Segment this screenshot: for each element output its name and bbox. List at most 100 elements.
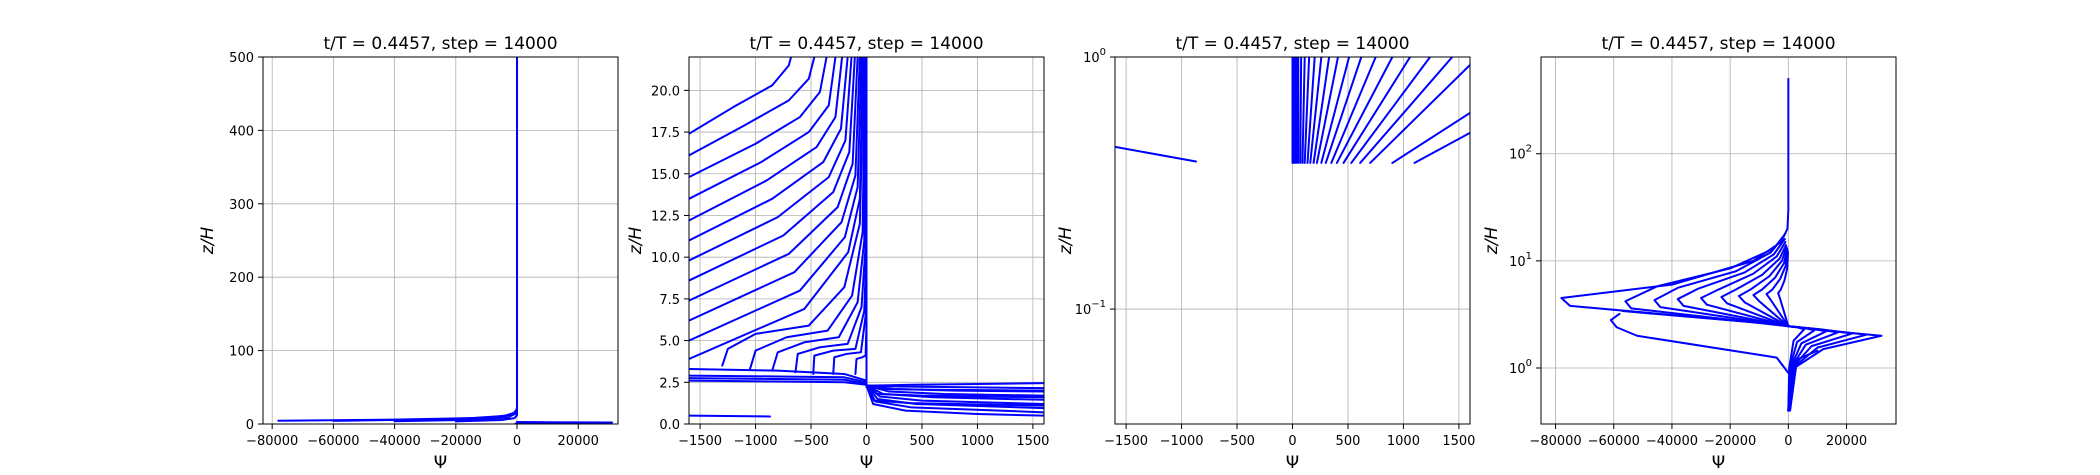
x-tick-label: −60000 xyxy=(1588,434,1640,449)
series-line-12 xyxy=(1621,310,1790,327)
series-line-3 xyxy=(689,57,828,179)
y-tick-label: 2.5 xyxy=(659,376,680,391)
series-line-1 xyxy=(689,57,793,135)
x-tick-label: −20000 xyxy=(430,434,482,449)
y-tick-exponent: 0 xyxy=(1526,358,1532,369)
y-tick-label: 100 xyxy=(229,345,254,360)
axes-frame xyxy=(1540,56,1897,425)
chart-title: t/T = 0.4457, step = 14000 xyxy=(1175,34,1409,54)
series-group xyxy=(1115,57,1470,164)
x-tick-label: −60000 xyxy=(307,434,359,449)
series-line-9 xyxy=(1303,57,1311,164)
series-line-13 xyxy=(1315,57,1339,164)
series-line-10 xyxy=(1306,57,1316,164)
series-line-6 xyxy=(689,57,849,242)
x-tick-label: 0 xyxy=(862,434,870,449)
series-group xyxy=(1560,77,1883,412)
x-tick-label: −1500 xyxy=(1104,434,1148,449)
series-line-4 xyxy=(1676,238,1790,328)
x-tick-label: 20000 xyxy=(1826,434,1867,449)
y-tick-label: 100 xyxy=(1509,358,1532,377)
x-tick-label: −1500 xyxy=(678,434,722,449)
y-tick-label: 10−1 xyxy=(1075,299,1106,318)
series-line-8 xyxy=(689,57,856,282)
series-line-23 xyxy=(1413,131,1470,164)
series-line-7 xyxy=(1299,57,1303,164)
series-line-20 xyxy=(1359,57,1454,164)
series-line-15 xyxy=(1324,57,1363,164)
series-line-23 xyxy=(689,367,868,382)
x-tick-label: −40000 xyxy=(1646,434,1698,449)
x-tick-label: 500 xyxy=(910,434,935,449)
x-tick-label: −40000 xyxy=(368,434,420,449)
series-line-9 xyxy=(1765,249,1790,328)
series-line-7 xyxy=(1737,245,1790,328)
y-tick-label: 200 xyxy=(229,271,254,286)
chart-title: t/T = 0.4457, step = 14000 xyxy=(323,34,557,54)
series-line-5 xyxy=(1700,241,1790,328)
series-line-10 xyxy=(1777,251,1790,328)
x-tick-label: 1500 xyxy=(1016,434,1049,449)
axes-frame xyxy=(262,56,619,425)
y-tick-label: 10.0 xyxy=(651,251,680,266)
series-line-20 xyxy=(1787,349,1819,412)
series-line-12 xyxy=(1312,57,1331,164)
x-axis-label: Ψ xyxy=(860,453,873,473)
series-line-7 xyxy=(516,421,564,424)
y-tick-label: 17.5 xyxy=(651,126,680,141)
series-line-3 xyxy=(1653,235,1790,328)
series-line-2 xyxy=(689,57,816,157)
chart-title: t/T = 0.4457, step = 14000 xyxy=(1601,34,1835,54)
x-axis-label: Ψ xyxy=(434,453,447,473)
x-tick-label: 0 xyxy=(513,434,521,449)
y-tick-label: 0 xyxy=(246,418,254,433)
y-tick-exponent: −1 xyxy=(1091,299,1106,310)
series-line-19 xyxy=(1787,325,1806,412)
series-line-17 xyxy=(1335,57,1394,164)
x-tick-label: 1000 xyxy=(1387,434,1420,449)
series-line-4 xyxy=(689,57,837,200)
series-line-8 xyxy=(1301,57,1306,164)
series-line-19 xyxy=(1350,57,1432,164)
series-line-16 xyxy=(1330,57,1377,164)
x-tick-label: −1000 xyxy=(734,434,778,449)
y-tick-exponent: 1 xyxy=(1526,251,1532,262)
x-tick-label: −20000 xyxy=(1704,434,1756,449)
series-line-24 xyxy=(689,414,771,418)
x-tick-label: −80000 xyxy=(246,434,298,449)
y-tick-label: 12.5 xyxy=(651,209,680,224)
y-tick-label: 7.5 xyxy=(659,293,680,308)
x-tick-label: −1000 xyxy=(1160,434,1204,449)
series-line-8 xyxy=(1752,247,1790,328)
x-tick-label: −80000 xyxy=(1529,434,1581,449)
y-tick-label: 100 xyxy=(1083,47,1106,66)
y-axis-label: z/H xyxy=(1056,227,1076,256)
chart-panel-4: −80000 −60000 −40000 −20000 0 20000100101102t… xyxy=(1482,34,1897,473)
y-axis-label: z/H xyxy=(198,227,218,256)
y-tick-label: 400 xyxy=(229,124,254,139)
series-line-22 xyxy=(1391,111,1470,164)
y-tick-label: 300 xyxy=(229,198,254,213)
x-axis-label: Ψ xyxy=(1712,453,1725,473)
y-axis-label: z/H xyxy=(626,227,646,256)
series-line-18 xyxy=(1342,57,1412,164)
series-line-13 xyxy=(721,57,866,367)
series-line-11 xyxy=(1609,312,1790,374)
series-line-33 xyxy=(865,384,1044,417)
series-line-36 xyxy=(865,384,1044,407)
series-line-34 xyxy=(865,384,1044,392)
series-line-4 xyxy=(454,57,519,423)
y-axis-label: z/H xyxy=(1482,227,1502,256)
x-tick-label: 20000 xyxy=(558,434,599,449)
x-tick-label: 0 xyxy=(1288,434,1296,449)
x-tick-label: 1500 xyxy=(1442,434,1475,449)
y-tick-label: 102 xyxy=(1509,144,1532,163)
series-line-21 xyxy=(1369,63,1470,164)
series-line-5 xyxy=(689,57,844,222)
y-tick-label: 20.0 xyxy=(651,84,680,99)
chart-panel-1: −80000 −60000 −40000 −20000 0 20000 0 100 200 300… xyxy=(198,34,619,473)
series-line-14 xyxy=(1320,57,1351,164)
y-tick-exponent: 2 xyxy=(1526,144,1532,155)
